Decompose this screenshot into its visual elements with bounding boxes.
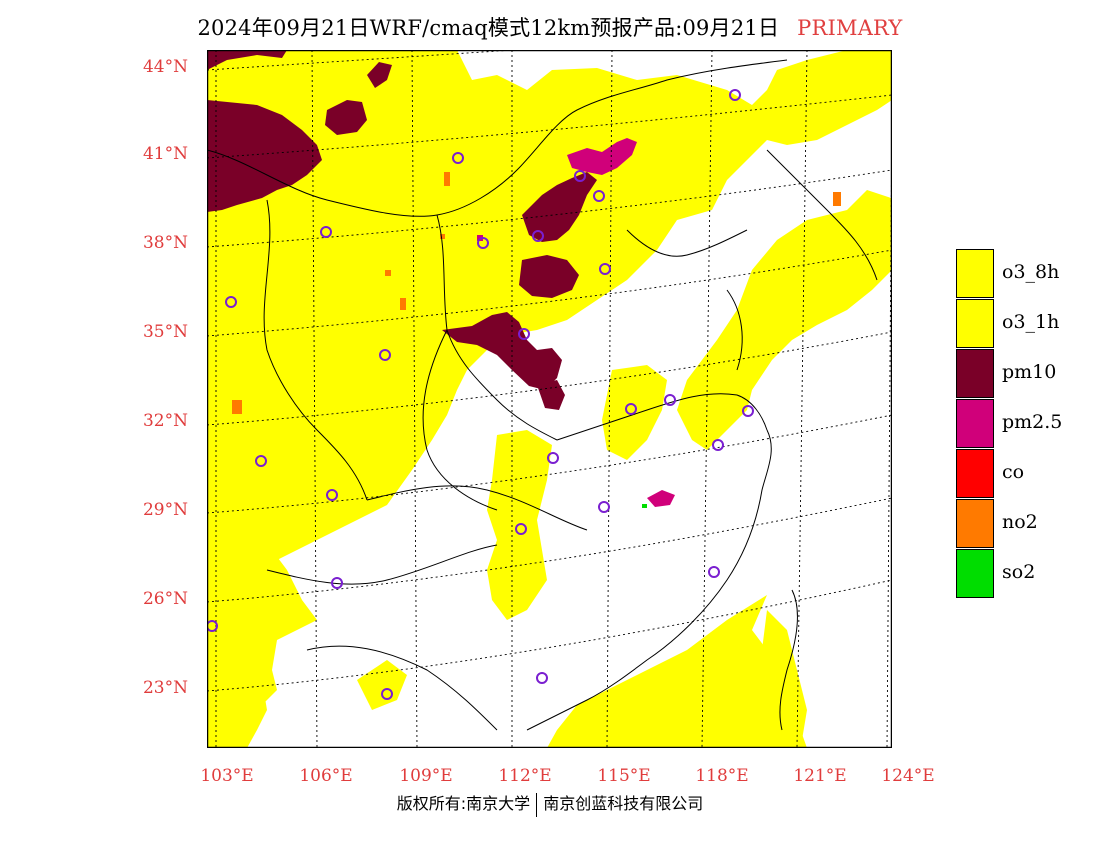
legend-label: pm10 bbox=[1002, 361, 1057, 383]
lat-tick-38: 38°N bbox=[142, 233, 188, 253]
city-stations bbox=[207, 89, 754, 700]
so2-coverage bbox=[642, 504, 647, 508]
lat-tick-29: 29°N bbox=[142, 500, 188, 520]
forecast-map bbox=[207, 50, 892, 748]
legend-label: so2 bbox=[1002, 561, 1036, 583]
map-panel bbox=[207, 50, 892, 748]
map-title: 2024年09月21日WRF/cmaq模式12km预报产品:09月21日 PRIM… bbox=[0, 12, 1100, 42]
lat-tick-41: 41°N bbox=[142, 144, 188, 164]
no2-coverage bbox=[232, 172, 841, 414]
lat-tick-35: 35°N bbox=[142, 322, 188, 342]
lon-tick-103: 103°E bbox=[200, 766, 254, 786]
legend-swatch bbox=[956, 499, 994, 548]
graticule bbox=[207, 50, 892, 748]
lat-tick-44: 44°N bbox=[142, 57, 188, 77]
copyright-company: 南京创蓝科技有限公司 bbox=[543, 794, 704, 813]
legend-label: o3_1h bbox=[1002, 311, 1060, 333]
lon-tick-112: 112°E bbox=[498, 766, 552, 786]
lon-tick-121: 121°E bbox=[793, 766, 847, 786]
lon-tick-124: 124°E bbox=[881, 766, 935, 786]
copyright-divider bbox=[536, 792, 538, 817]
legend-label: o3_8h bbox=[1002, 261, 1060, 283]
legend-swatch bbox=[956, 349, 994, 398]
lat-tick-32: 32°N bbox=[142, 411, 188, 431]
copyright-owner: 版权所有:南京大学 bbox=[396, 794, 531, 813]
lat-tick-26: 26°N bbox=[142, 589, 188, 609]
lon-tick-106: 106°E bbox=[299, 766, 353, 786]
lat-tick-23: 23°N bbox=[142, 678, 188, 698]
title-main: 2024年09月21日WRF/cmaq模式12km预报产品:09月21日 bbox=[197, 16, 780, 40]
legend-swatch bbox=[956, 449, 994, 498]
boundary-lines bbox=[207, 59, 878, 731]
lon-tick-118: 118°E bbox=[695, 766, 749, 786]
legend-swatch bbox=[956, 399, 994, 448]
pm10-coverage bbox=[207, 50, 597, 410]
legend-label: co bbox=[1002, 461, 1025, 483]
legend-label: pm2.5 bbox=[1002, 411, 1063, 433]
legend-swatch bbox=[956, 249, 994, 298]
legend-swatch bbox=[956, 299, 994, 348]
lon-tick-115: 115°E bbox=[597, 766, 651, 786]
legend-swatch bbox=[956, 549, 994, 598]
copyright: 版权所有:南京大学 南京创蓝科技有限公司 bbox=[0, 790, 1100, 817]
o3-coverage bbox=[207, 50, 892, 748]
legend-label: no2 bbox=[1002, 511, 1038, 533]
lon-tick-109: 109°E bbox=[399, 766, 453, 786]
map-frame bbox=[207, 50, 892, 748]
title-tag: PRIMARY bbox=[797, 16, 903, 40]
